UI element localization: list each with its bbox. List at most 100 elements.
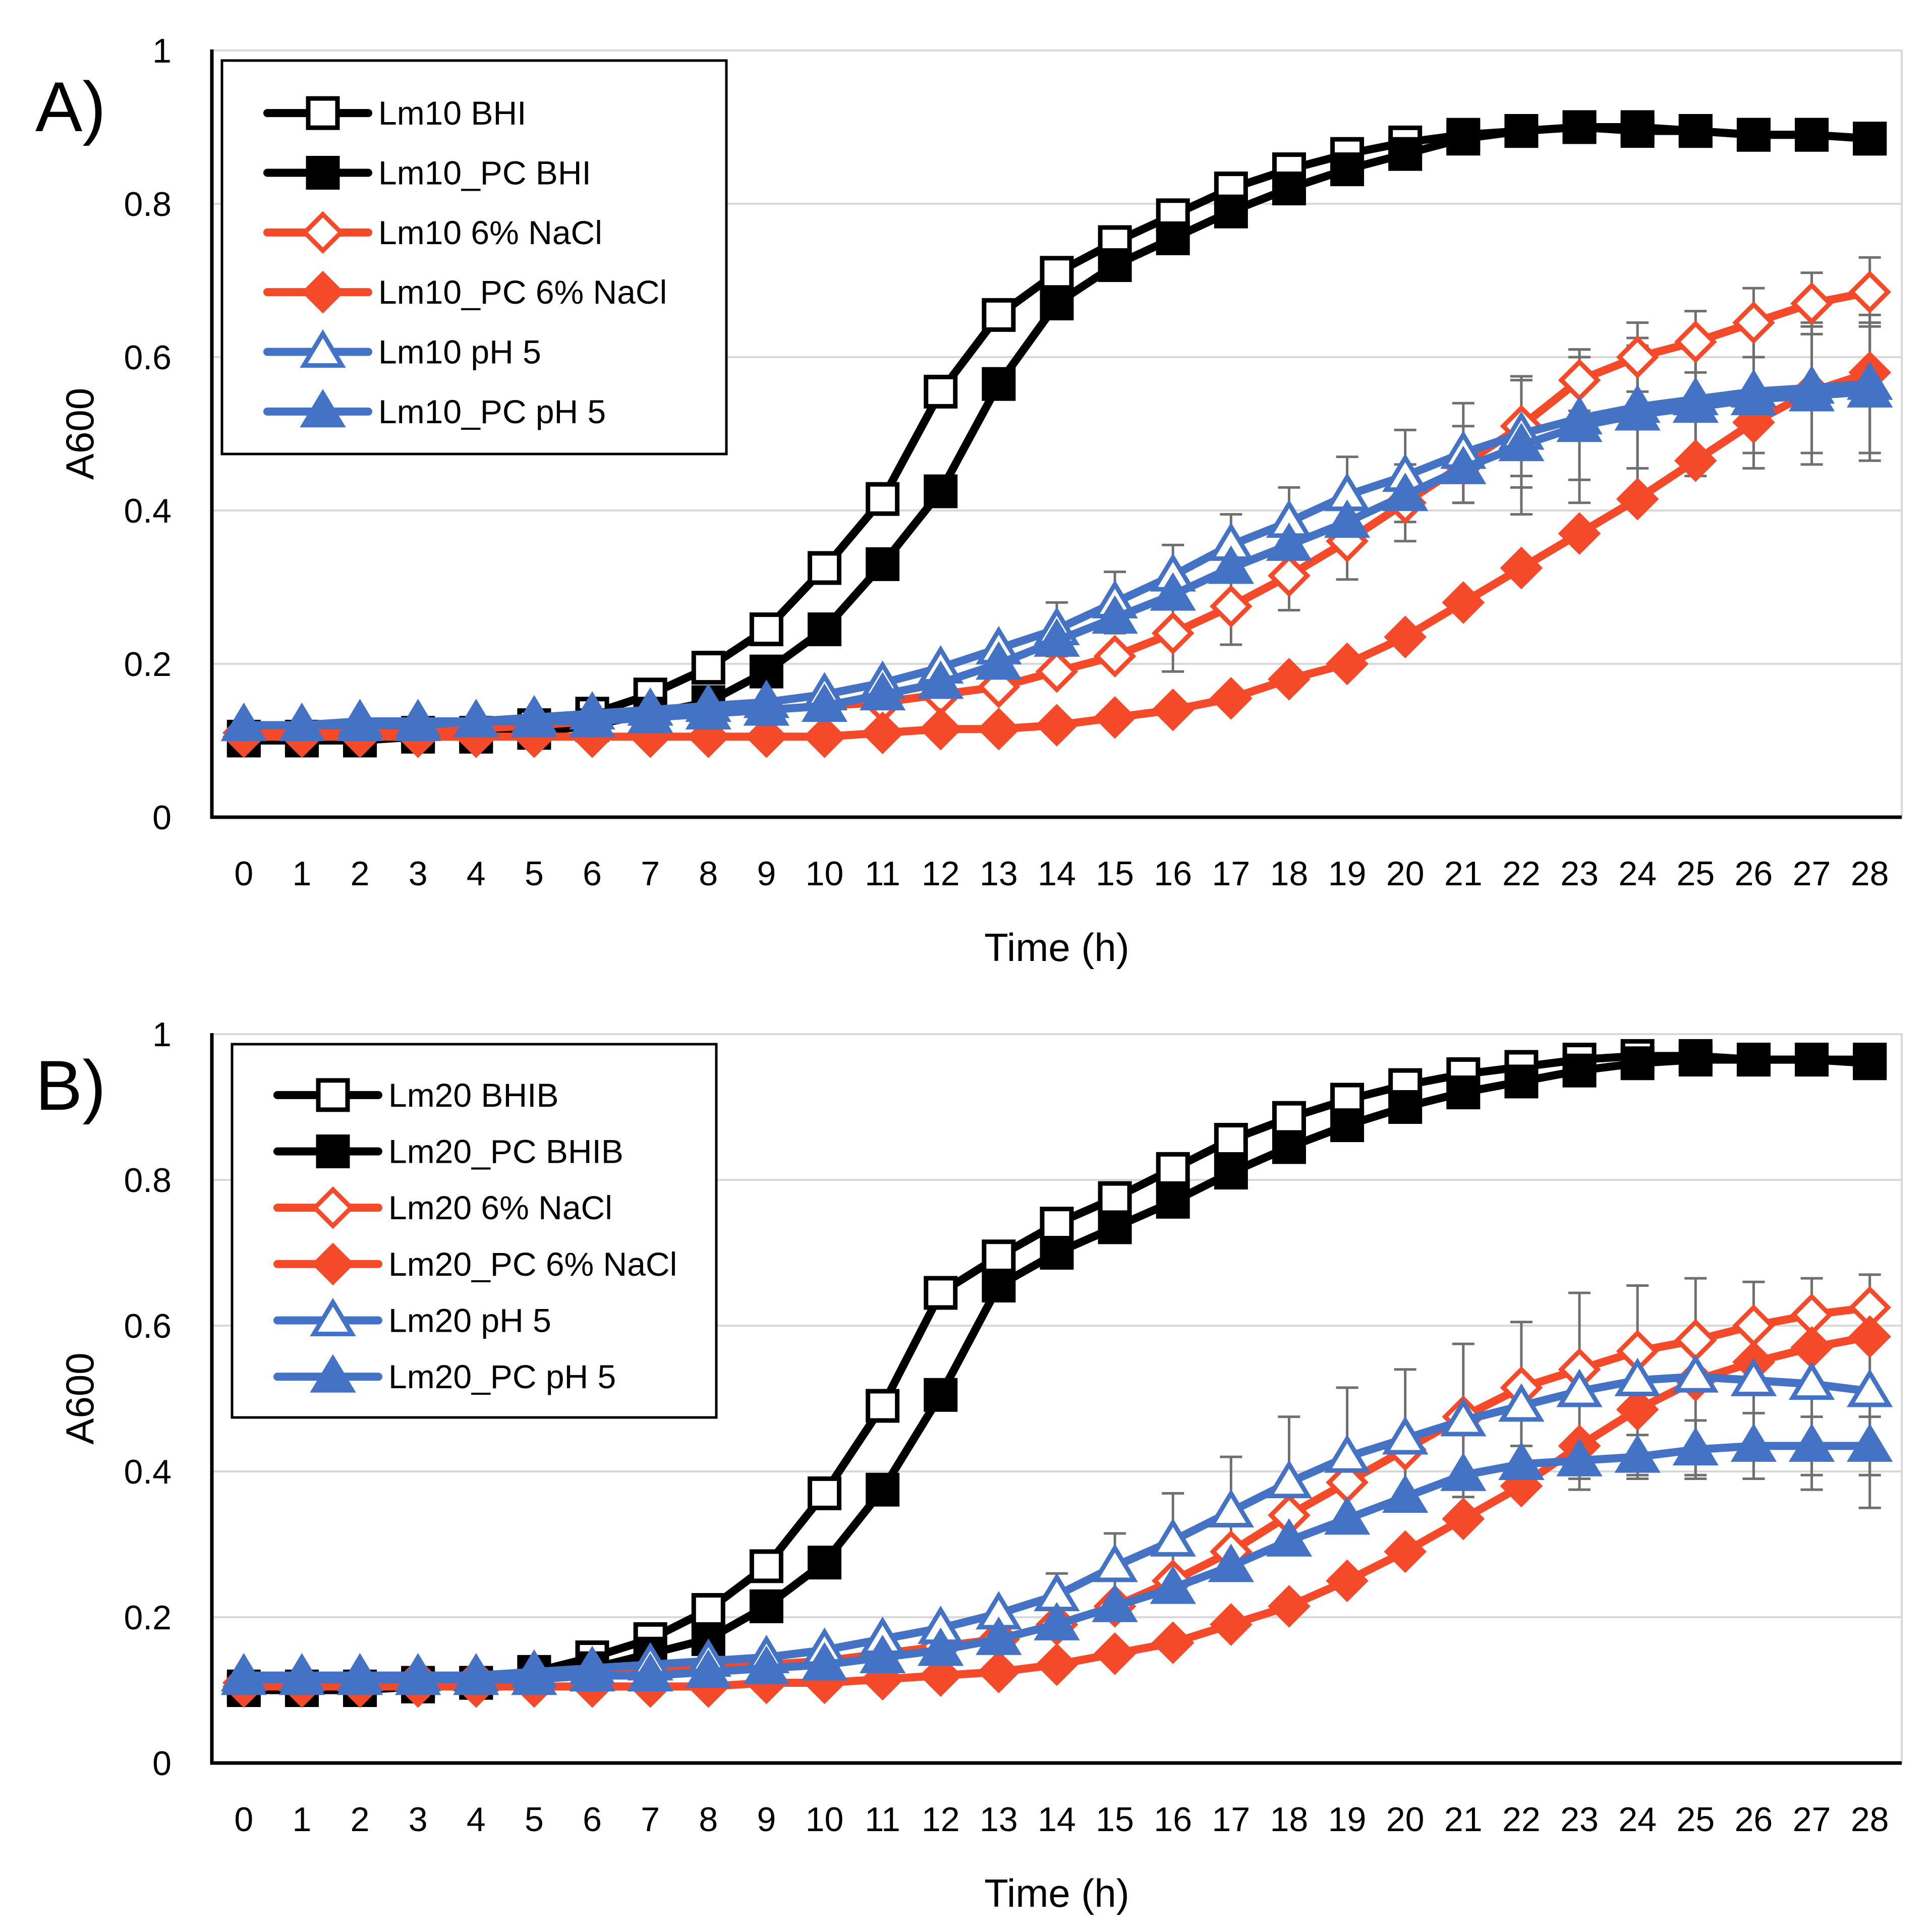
data-point [977,1651,1020,1693]
data-point [1846,1423,1893,1462]
legend-marker [301,270,345,314]
y-tick-label: 0 [152,799,172,837]
data-point [1736,1043,1771,1077]
data-point [803,715,846,758]
data-point [1440,1452,1487,1491]
data-point [1382,1474,1429,1513]
legend-label: Lm10_PC BHI [378,154,591,192]
data-point [1098,248,1132,282]
panel-label: A) [35,67,106,146]
data-point [627,1653,673,1692]
x-tick-label: 27 [1793,1800,1831,1839]
x-tick-label: 27 [1793,855,1831,893]
data-point [1672,384,1719,423]
legend-label: Lm20_PC pH 5 [388,1358,616,1395]
data-point [1732,401,1775,444]
data-point [1268,658,1311,701]
data-point [691,1593,725,1627]
data-point [1672,1427,1719,1466]
y-tick-label: 0.6 [124,1307,172,1345]
legend-box [231,1043,718,1419]
data-point [1848,270,1892,314]
data-point [1446,122,1481,156]
data-point [1150,1565,1196,1604]
data-point [1614,1357,1661,1396]
x-tick-label: 6 [583,855,602,893]
data-point [1208,1544,1255,1582]
data-point [1500,546,1543,590]
data-point [1151,1621,1195,1664]
legend-marker [306,156,340,190]
legend-marker [311,1242,355,1286]
y-tick-label: 0.4 [124,492,172,530]
x-tick-label: 19 [1328,855,1367,893]
data-point [1156,1184,1190,1219]
data-point [1678,1043,1713,1077]
y-tick-label: 0.2 [124,1599,172,1637]
data-point [1620,1046,1655,1081]
data-point [511,1657,557,1695]
data-point [976,1616,1022,1655]
data-point [1040,1236,1074,1270]
data-point [859,1634,906,1673]
x-tick-label: 25 [1677,1800,1715,1839]
x-tick-label: 20 [1386,1800,1425,1839]
data-point [749,1589,783,1623]
data-point [1330,1108,1365,1143]
data-point [1384,615,1427,659]
data-point [861,711,904,755]
data-point [1208,545,1255,584]
legend-label: Lm20_PC 6% NaCl [388,1245,677,1283]
data-point [919,707,962,751]
x-tick-label: 11 [865,855,900,893]
y-axis-title: A600 [58,1352,102,1444]
data-point [687,715,730,758]
data-point [1324,1434,1371,1473]
data-point [1035,650,1078,693]
x-tick-label: 9 [757,1800,776,1839]
chart-panel-b: B)00.20.40.60.810 1 2 3 4 5 6 7 8 9 10 11 12 13 14 15 16… [35,1015,1903,1915]
data-point [1616,1388,1659,1431]
data-point [1272,1130,1306,1164]
data-point [1326,1559,1369,1603]
data-point [1214,1123,1248,1157]
x-tick-label: 10 [806,1800,844,1839]
data-point [569,699,615,737]
legend-label: Lm10 BHI [378,94,526,132]
data-point [1732,301,1775,344]
data-point [1562,110,1597,144]
data-point [1730,376,1777,416]
data-point [1214,1156,1248,1190]
legend-label: Lm20 pH 5 [388,1302,551,1339]
y-tick-label: 0 [152,1744,172,1783]
data-point [1616,335,1659,379]
data-point [1268,1585,1311,1628]
data-point [278,1657,325,1695]
x-tick-label: 4 [467,1800,486,1839]
data-point [866,547,900,581]
data-point [1382,1416,1429,1455]
chart-panel-a: A)00.20.40.60.810 1 2 3 4 5 6 7 8 9 10 11 12 13 14 15 16… [35,32,1903,970]
legend-marker [300,329,346,368]
x-tick-label: 16 [1154,1800,1192,1839]
legend-marker [306,96,340,130]
data-point [1788,1361,1835,1400]
y-tick-label: 1 [152,32,172,70]
x-tick-label: 22 [1502,855,1541,893]
data-point [1093,635,1137,678]
legend: Lm10 BHI Lm10_PC BHI Lm10 6% NaCl Lm10_PC 6… [220,59,728,456]
x-tick-label: 19 [1328,1800,1367,1839]
data-point [453,1657,499,1695]
data-point [1150,572,1196,611]
x-tick-label: 2 [351,855,370,893]
data-point [976,641,1022,680]
x-tick-label: 9 [757,855,776,893]
data-point [1498,1441,1545,1481]
x-tick-label: 7 [641,855,660,893]
data-point [743,687,790,726]
data-point [924,474,958,508]
data-point [1795,1043,1829,1077]
data-point [1788,1423,1835,1462]
data-point [1035,704,1078,747]
legend: Lm20 BHIB Lm20_PC BHIB Lm20 6% NaCl Lm20_PC… [231,1043,718,1419]
